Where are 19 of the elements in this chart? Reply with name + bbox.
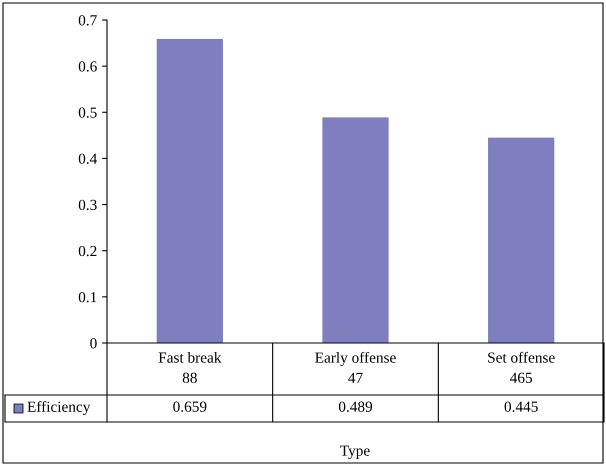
y-tick-label: 0.2 [78, 246, 96, 256]
y-tick-label: 0.5 [78, 107, 97, 118]
x-tick-label: Fast break 88 [158, 352, 222, 383]
y-tick-label: 0.6 [78, 61, 97, 72]
bar [488, 138, 554, 343]
bar [156, 38, 223, 343]
y-tick-label: 0.1 [78, 292, 96, 302]
y-tick-label: 0.3 [78, 200, 97, 210]
y-tick-label: 0.7 [78, 15, 97, 26]
data-label: 0.659 [173, 402, 206, 412]
x-axis-title: Type [340, 446, 370, 459]
x-tick-label: Set offense 465 [488, 352, 555, 383]
y-tick-label: 0.4 [78, 154, 98, 164]
y-tick-label: 0 [90, 338, 97, 348]
data-label: 0.489 [338, 402, 372, 412]
bar [322, 117, 389, 343]
x-tick-label: Early offense 47 [315, 352, 396, 383]
data-label: 0.445 [504, 402, 538, 412]
legend-label: Efficiency [27, 400, 90, 416]
